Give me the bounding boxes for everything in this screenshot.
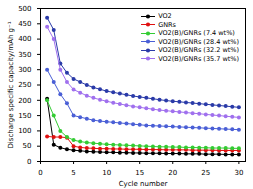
html-text:GNRs: GNRs (158, 20, 176, 29)
svg-text:100: 100 (18, 127, 31, 135)
svg-text:5: 5 (71, 169, 75, 177)
svg-text:Discharge specific capacity/mA: Discharge specific capacity/mAh g⁻¹ (7, 21, 15, 148)
svg-text:Cycle number: Cycle number (119, 180, 168, 188)
svg-text:300: 300 (18, 66, 31, 74)
html-text:VO2(B)/GNRs (28.4 wt%): VO2(B)/GNRs (28.4 wt%) (158, 37, 239, 46)
svg-text:0: 0 (27, 158, 31, 166)
html-text:VO2(B)/GNRs (35.7 wt%): VO2(B)/GNRs (35.7 wt%) (158, 54, 239, 63)
svg-text:0: 0 (38, 169, 42, 177)
svg-text:15: 15 (135, 169, 144, 177)
svg-text:350: 350 (18, 51, 31, 59)
svg-text:200: 200 (18, 97, 31, 105)
svg-text:25: 25 (201, 169, 210, 177)
svg-text:500: 500 (18, 5, 31, 13)
svg-text:10: 10 (102, 169, 111, 177)
svg-text:20: 20 (168, 169, 177, 177)
html-text:VO2(B)/GNRs (32.2 wt%): VO2(B)/GNRs (32.2 wt%) (158, 46, 239, 54)
html-text:VO2(B)/GNRs (7.4 wt%): VO2(B)/GNRs (7.4 wt%) (158, 29, 235, 37)
svg-text:30: 30 (234, 169, 243, 177)
html-text:VO2: VO2 (158, 12, 172, 20)
svg-text:400: 400 (18, 35, 31, 43)
svg-text:250: 250 (18, 81, 31, 89)
svg-text:50: 50 (23, 142, 32, 150)
svg-text:150: 150 (18, 112, 31, 120)
svg-text:450: 450 (18, 20, 31, 28)
